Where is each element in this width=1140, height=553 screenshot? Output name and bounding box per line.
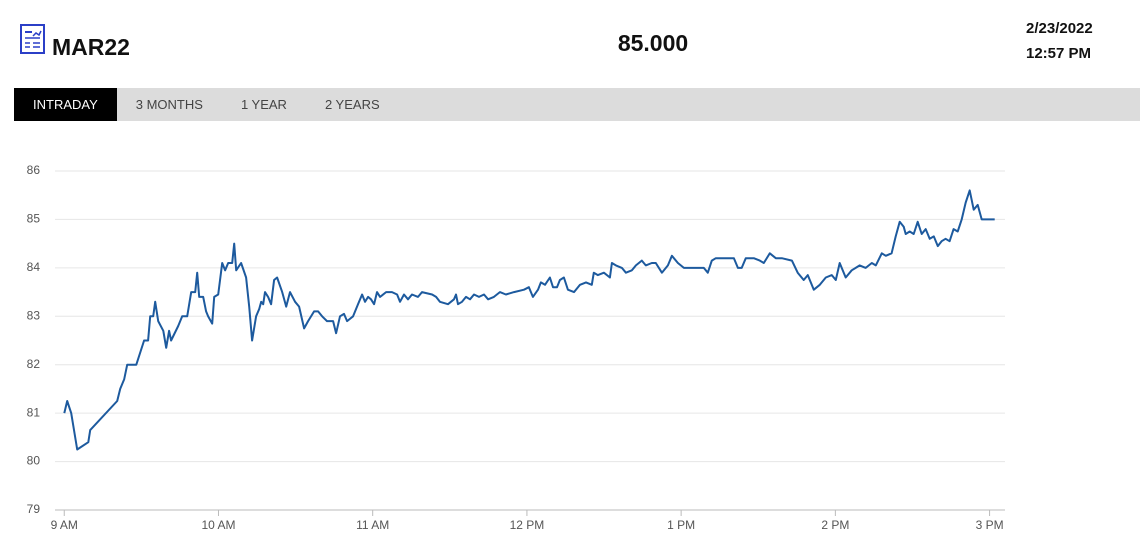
x-tick-label: 10 AM [201,518,235,532]
x-tick-label: 12 PM [510,518,545,532]
tab-bar: INTRADAY 3 MONTHS 1 YEAR 2 YEARS [14,88,1140,121]
y-tick-label: 84 [27,260,41,274]
tab[interactable]: 1 YEAR [240,97,287,112]
y-tick-label: 86 [27,163,41,177]
date: 2/23/2022 [1026,20,1093,37]
time: 12:57 PM [1026,45,1092,62]
y-tick-label: 85 [27,212,41,226]
x-tick-label: 1 PM [667,518,695,532]
y-tick-label: 81 [27,405,41,419]
price: 85.000 [617,30,689,56]
price-line [63,189,995,451]
y-tick-label: 80 [27,454,41,468]
y-tick-label: 83 [27,308,41,322]
symbol: MAR22 [52,34,130,60]
x-tick-label: 11 AM [356,518,389,532]
symbol-icon [20,24,45,54]
tab[interactable]: 2 YEARS [324,97,380,112]
x-tick-label: 3 PM [976,518,1004,532]
tab[interactable]: INTRADAY [14,88,117,121]
y-tick-label: 82 [27,357,41,371]
x-tick-label: 9 AM [51,518,78,532]
y-tick-label: 79 [27,502,41,516]
x-tick-label: 2 PM [821,518,849,532]
tab[interactable]: 3 MONTHS [135,97,203,112]
